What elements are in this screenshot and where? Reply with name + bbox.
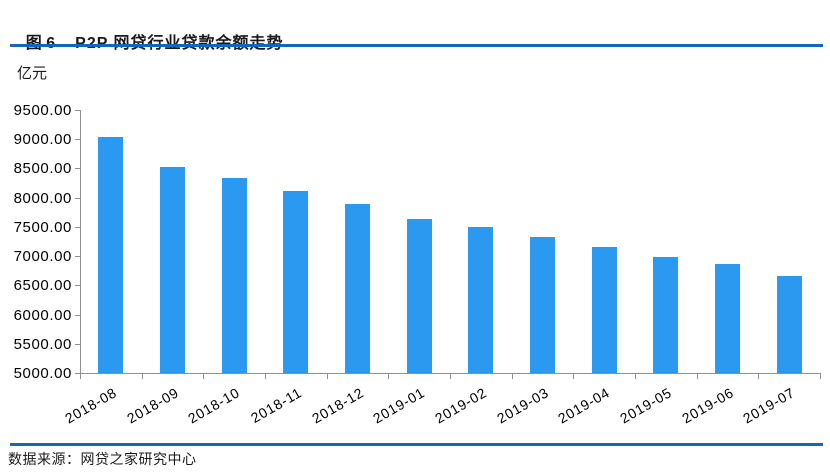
- x-tick-label: 2019-02: [431, 384, 490, 427]
- y-axis-unit-label: 亿元: [17, 65, 48, 82]
- x-tick: [696, 374, 698, 379]
- x-tick-label: 2018-12: [308, 384, 366, 427]
- y-tick-label: 8000.00: [13, 189, 72, 207]
- y-tick-label: 9500.00: [13, 102, 72, 119]
- x-tick-label: 2018-09: [123, 384, 181, 427]
- x-tick: [820, 374, 821, 379]
- y-tick-label: 7000.00: [13, 248, 72, 266]
- x-tick-label: 2018-11: [247, 384, 305, 426]
- y-tick: [75, 343, 80, 345]
- y-tick: [75, 197, 80, 199]
- bar-2019-04: [591, 247, 617, 373]
- x-tick: [450, 374, 451, 379]
- bar-2019-03: [530, 237, 555, 373]
- y-tick: [75, 314, 80, 316]
- x-tick-label: 2019-05: [616, 384, 675, 427]
- x-tick: [573, 374, 575, 379]
- x-tick: [141, 374, 143, 379]
- x-tick: [326, 374, 328, 379]
- y-tick: [75, 373, 80, 374]
- y-tick-label: 6000.00: [13, 306, 72, 324]
- bar-2019-06: [715, 263, 740, 373]
- y-tick-label: 8500.00: [13, 160, 72, 178]
- figure-title: 图 6 P2P 网贷行业贷款余额走势: [8, 11, 284, 71]
- x-tick: [758, 374, 760, 379]
- y-axis-line: [80, 110, 81, 373]
- bar-2018-10: [221, 178, 247, 373]
- bar-2019-07: [776, 275, 802, 373]
- y-tick: [75, 285, 80, 287]
- bar-2018-11: [283, 191, 309, 373]
- figure-number-label: 图 6: [26, 35, 55, 52]
- y-tick: [75, 139, 80, 141]
- y-tick: [75, 256, 80, 258]
- data-source-label: 数据来源：网贷之家研究中心: [8, 451, 197, 467]
- top-rule: [10, 44, 823, 47]
- x-tick-label: 2019-04: [555, 384, 613, 427]
- y-tick: [75, 168, 80, 170]
- x-tick: [388, 374, 390, 379]
- y-tick-label: 6500.00: [13, 277, 72, 295]
- x-tick-label: 2019-07: [740, 384, 798, 427]
- y-tick-label: 5000.00: [13, 365, 72, 382]
- x-tick-label: 2019-06: [678, 384, 736, 427]
- bar-2019-05: [653, 256, 679, 373]
- figure-title-text: P2P 网贷行业贷款余额走势: [75, 35, 283, 52]
- y-tick: [75, 110, 80, 111]
- x-tick: [511, 374, 513, 379]
- x-tick-label: 2019-01: [370, 384, 428, 427]
- y-tick-label: 5500.00: [13, 335, 72, 353]
- x-tick: [635, 374, 636, 379]
- x-tick-label: 2019-03: [493, 384, 551, 427]
- x-tick: [265, 374, 266, 379]
- x-tick-label: 2018-08: [61, 384, 120, 427]
- x-tick-label: 2018-10: [185, 384, 243, 427]
- x-axis-line: [80, 373, 821, 374]
- y-tick-label: 7500.00: [13, 218, 72, 236]
- x-tick: [203, 374, 205, 379]
- y-tick: [75, 226, 80, 228]
- bar-2019-02: [468, 226, 494, 373]
- bar-2019-01: [406, 218, 432, 373]
- x-tick: [80, 374, 81, 379]
- bottom-rule: [10, 443, 823, 446]
- bar-2018-12: [345, 204, 370, 373]
- bar-2018-09: [160, 166, 185, 373]
- bar-2018-08: [98, 137, 124, 373]
- y-tick-label: 9000.00: [13, 131, 72, 149]
